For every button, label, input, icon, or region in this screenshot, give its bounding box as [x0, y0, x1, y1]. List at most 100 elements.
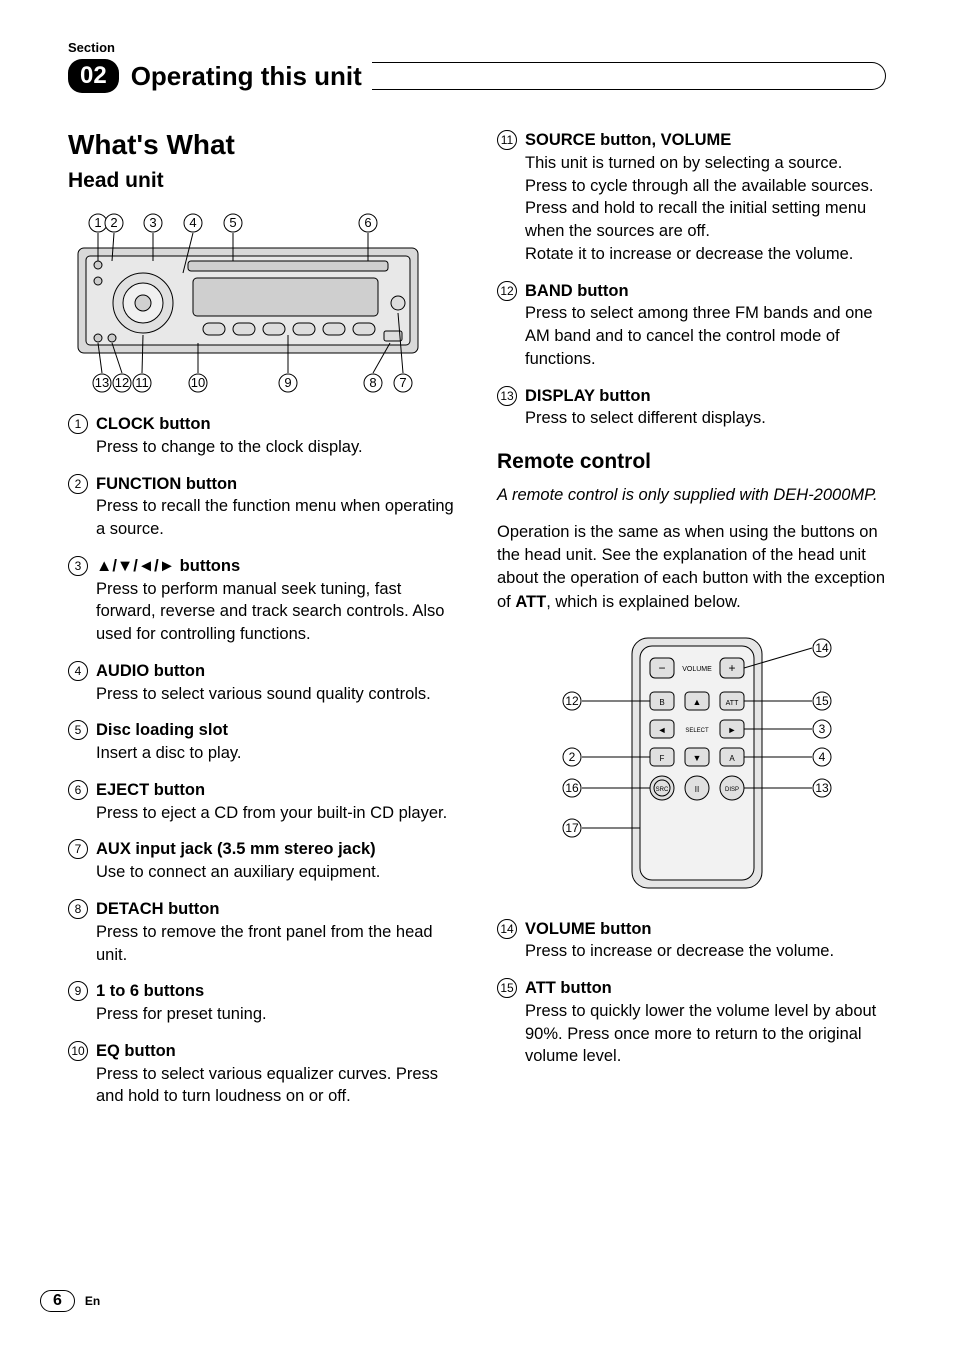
- svg-text:+: +: [728, 661, 735, 675]
- remote-body-bold: ATT: [515, 593, 546, 611]
- item-title: EJECT button: [96, 781, 205, 799]
- item-title: ▲/▼/◄/► buttons: [96, 557, 240, 575]
- item-title: CLOCK button: [96, 415, 211, 433]
- item-title: DISPLAY button: [525, 387, 651, 405]
- list-item: 91 to 6 buttonsPress for preset tuning.: [68, 980, 457, 1026]
- list-item: 12BAND buttonPress to select among three…: [497, 280, 886, 371]
- list-item: 13DISPLAY buttonPress to select differen…: [497, 385, 886, 431]
- svg-text:3: 3: [818, 722, 825, 736]
- main-heading: What's What: [68, 129, 457, 161]
- section-label: Section: [68, 40, 886, 55]
- svg-text:7: 7: [399, 375, 406, 390]
- section-badge: 02: [68, 59, 119, 93]
- svg-text:16: 16: [565, 781, 579, 795]
- list-item: 1CLOCK buttonPress to change to the cloc…: [68, 413, 457, 459]
- item-number: 5: [68, 720, 88, 740]
- list-item: 2FUNCTION buttonPress to recall the func…: [68, 473, 457, 541]
- svg-text:DISP: DISP: [724, 787, 738, 793]
- item-title: FUNCTION button: [96, 475, 237, 493]
- svg-text:12: 12: [115, 375, 129, 390]
- item-title: AUDIO button: [96, 662, 205, 680]
- lang-label: En: [85, 1294, 100, 1308]
- list-item: 15ATT buttonPress to quickly lower the v…: [497, 977, 886, 1068]
- list-item: 3▲/▼/◄/► buttonsPress to perform manual …: [68, 555, 457, 646]
- svg-text:F: F: [659, 754, 664, 763]
- item-title: SOURCE button, VOLUME: [525, 131, 731, 149]
- svg-text:10: 10: [191, 375, 205, 390]
- item-title: BAND button: [525, 282, 629, 300]
- item-number: 2: [68, 474, 88, 494]
- svg-text:SRC: SRC: [655, 787, 668, 793]
- svg-text:1: 1: [94, 215, 101, 230]
- remote-body: Operation is the same as when using the …: [497, 521, 886, 613]
- list-item: 6EJECT buttonPress to eject a CD from yo…: [68, 779, 457, 825]
- item-title: DETACH button: [96, 900, 219, 918]
- svg-text:8: 8: [369, 375, 376, 390]
- svg-text:►: ►: [727, 725, 736, 735]
- svg-text:ATT: ATT: [725, 700, 738, 707]
- svg-text:12: 12: [565, 694, 579, 708]
- svg-text:A: A: [729, 754, 735, 763]
- svg-text:4: 4: [818, 750, 825, 764]
- svg-text:◄: ◄: [657, 725, 666, 735]
- list-item: 11SOURCE button, VOLUMEThis unit is turn…: [497, 129, 886, 266]
- svg-text:5: 5: [229, 215, 236, 230]
- item-number: 4: [68, 661, 88, 681]
- item-number: 8: [68, 899, 88, 919]
- svg-text:11: 11: [135, 375, 149, 390]
- list-item: 14VOLUME buttonPress to increase or decr…: [497, 918, 886, 964]
- item-number: 12: [497, 281, 517, 301]
- item-title: Disc loading slot: [96, 721, 228, 739]
- header-title: Operating this unit: [131, 61, 362, 92]
- svg-text:4: 4: [189, 215, 196, 230]
- item-number: 3: [68, 556, 88, 576]
- item-number: 6: [68, 780, 88, 800]
- svg-text:3: 3: [149, 215, 156, 230]
- item-number: 14: [497, 919, 517, 939]
- remote-figure: − VOLUME + B ▲ ATT ◄ SELECT ► F ▼ A SRC …: [497, 628, 886, 898]
- svg-text:17: 17: [565, 821, 579, 835]
- item-title: AUX input jack (3.5 mm stereo jack): [96, 840, 376, 858]
- item-number: 1: [68, 414, 88, 434]
- svg-text:▼: ▼: [692, 753, 701, 763]
- item-number: 11: [497, 130, 517, 150]
- remote-body-2: , which is explained below.: [546, 593, 740, 611]
- svg-text:II: II: [694, 785, 698, 794]
- list-item: 8DETACH buttonPress to remove the front …: [68, 898, 457, 966]
- svg-text:6: 6: [364, 215, 371, 230]
- head-unit-heading: Head unit: [68, 169, 457, 193]
- svg-text:14: 14: [815, 641, 829, 655]
- svg-text:2: 2: [110, 215, 117, 230]
- item-title: VOLUME button: [525, 920, 651, 938]
- list-item: 4AUDIO buttonPress to select various sou…: [68, 660, 457, 706]
- svg-text:2: 2: [568, 750, 575, 764]
- svg-text:13: 13: [95, 375, 109, 390]
- page-number: 6: [40, 1290, 75, 1312]
- head-unit-figure: 12 3 4 5 6: [68, 203, 457, 393]
- item-number: 15: [497, 978, 517, 998]
- left-column: What's What Head unit 123456: [68, 129, 457, 1122]
- list-item: 5Disc loading slotInsert a disc to play.: [68, 719, 457, 765]
- svg-text:B: B: [659, 698, 664, 707]
- item-number: 7: [68, 839, 88, 859]
- item-title: ATT button: [525, 979, 612, 997]
- item-number: 9: [68, 981, 88, 1001]
- item-number: 13: [497, 386, 517, 406]
- page-footer: 6 En: [40, 1290, 100, 1312]
- item-title: EQ button: [96, 1042, 176, 1060]
- item-number: 10: [68, 1041, 88, 1061]
- list-item: 10EQ buttonPress to select various equal…: [68, 1040, 457, 1108]
- svg-text:SELECT: SELECT: [685, 728, 709, 734]
- remote-volume-label: VOLUME: [682, 666, 712, 673]
- svg-text:15: 15: [815, 694, 829, 708]
- svg-text:▲: ▲: [692, 697, 701, 707]
- svg-text:9: 9: [284, 375, 291, 390]
- svg-text:13: 13: [815, 781, 829, 795]
- remote-heading: Remote control: [497, 450, 886, 474]
- page-header: 02 Operating this unit: [68, 59, 886, 93]
- remote-note: A remote control is only supplied with D…: [497, 484, 886, 507]
- list-item: 7AUX input jack (3.5 mm stereo jack)Use …: [68, 838, 457, 884]
- header-rule: [372, 62, 886, 90]
- item-title: 1 to 6 buttons: [96, 982, 204, 1000]
- svg-text:−: −: [658, 661, 665, 675]
